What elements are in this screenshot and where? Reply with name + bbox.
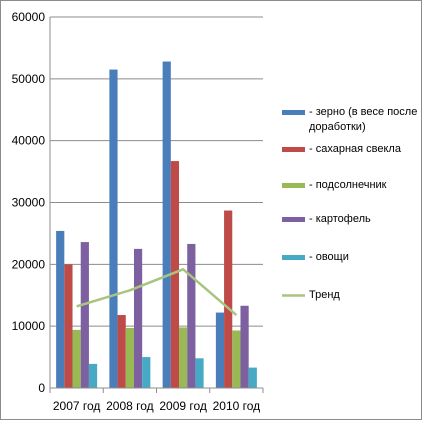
legend-swatch <box>282 147 305 152</box>
legend: - зерно (в весе после доработки) - сахарна… <box>282 106 417 301</box>
legend-label: - картофель <box>309 213 371 225</box>
bar <box>162 61 171 389</box>
bar <box>224 210 233 388</box>
bar <box>170 161 180 388</box>
x-tick-label: 2009 год <box>159 399 207 413</box>
axes <box>49 17 264 393</box>
trend-line <box>76 268 238 316</box>
y-tick-labels: 0 10000 20000 30000 40000 50000 60000 <box>12 10 46 395</box>
y-tick-label: 10000 <box>12 319 46 333</box>
legend-label: - сахарная свекла <box>309 143 402 155</box>
bar <box>72 329 81 388</box>
bar <box>117 315 126 388</box>
bars <box>56 61 257 389</box>
legend-swatch <box>282 183 305 188</box>
legend-swatch <box>282 110 305 115</box>
y-tick-label: 50000 <box>12 72 46 86</box>
legend-swatch <box>282 255 305 260</box>
y-tick-label: 40000 <box>12 134 46 148</box>
legend-label: - овощи <box>309 251 349 263</box>
bar <box>133 248 143 388</box>
x-tick-label: 2010 год <box>213 399 261 413</box>
legend-label: - подсолнечник <box>309 179 387 191</box>
trend-line-group <box>76 268 238 316</box>
bar <box>56 230 65 388</box>
legend-label: Тренд <box>309 289 340 301</box>
bar <box>215 312 225 388</box>
y-tick-label: 60000 <box>12 10 46 24</box>
bar <box>195 358 204 388</box>
bar <box>64 264 73 388</box>
y-tick-label: 20000 <box>12 257 46 271</box>
x-tick-labels: 2007 год 2008 год 2009 год 2010 год <box>53 399 260 413</box>
x-tick-label: 2008 год <box>106 399 154 413</box>
x-tick-label: 2007 год <box>53 399 101 413</box>
bar <box>109 69 118 388</box>
bar <box>248 367 257 388</box>
legend-label: - зерно (в весе после доработки) <box>309 106 417 133</box>
bar <box>142 357 151 388</box>
bar <box>187 243 196 388</box>
legend-swatch <box>282 217 305 222</box>
bar <box>88 363 98 388</box>
y-tick-label: 0 <box>38 381 45 395</box>
bar <box>232 330 241 388</box>
y-tick-label: 30000 <box>12 196 46 210</box>
bar <box>179 327 188 388</box>
bar <box>240 305 249 388</box>
bar <box>125 328 134 388</box>
bar <box>80 242 89 388</box>
